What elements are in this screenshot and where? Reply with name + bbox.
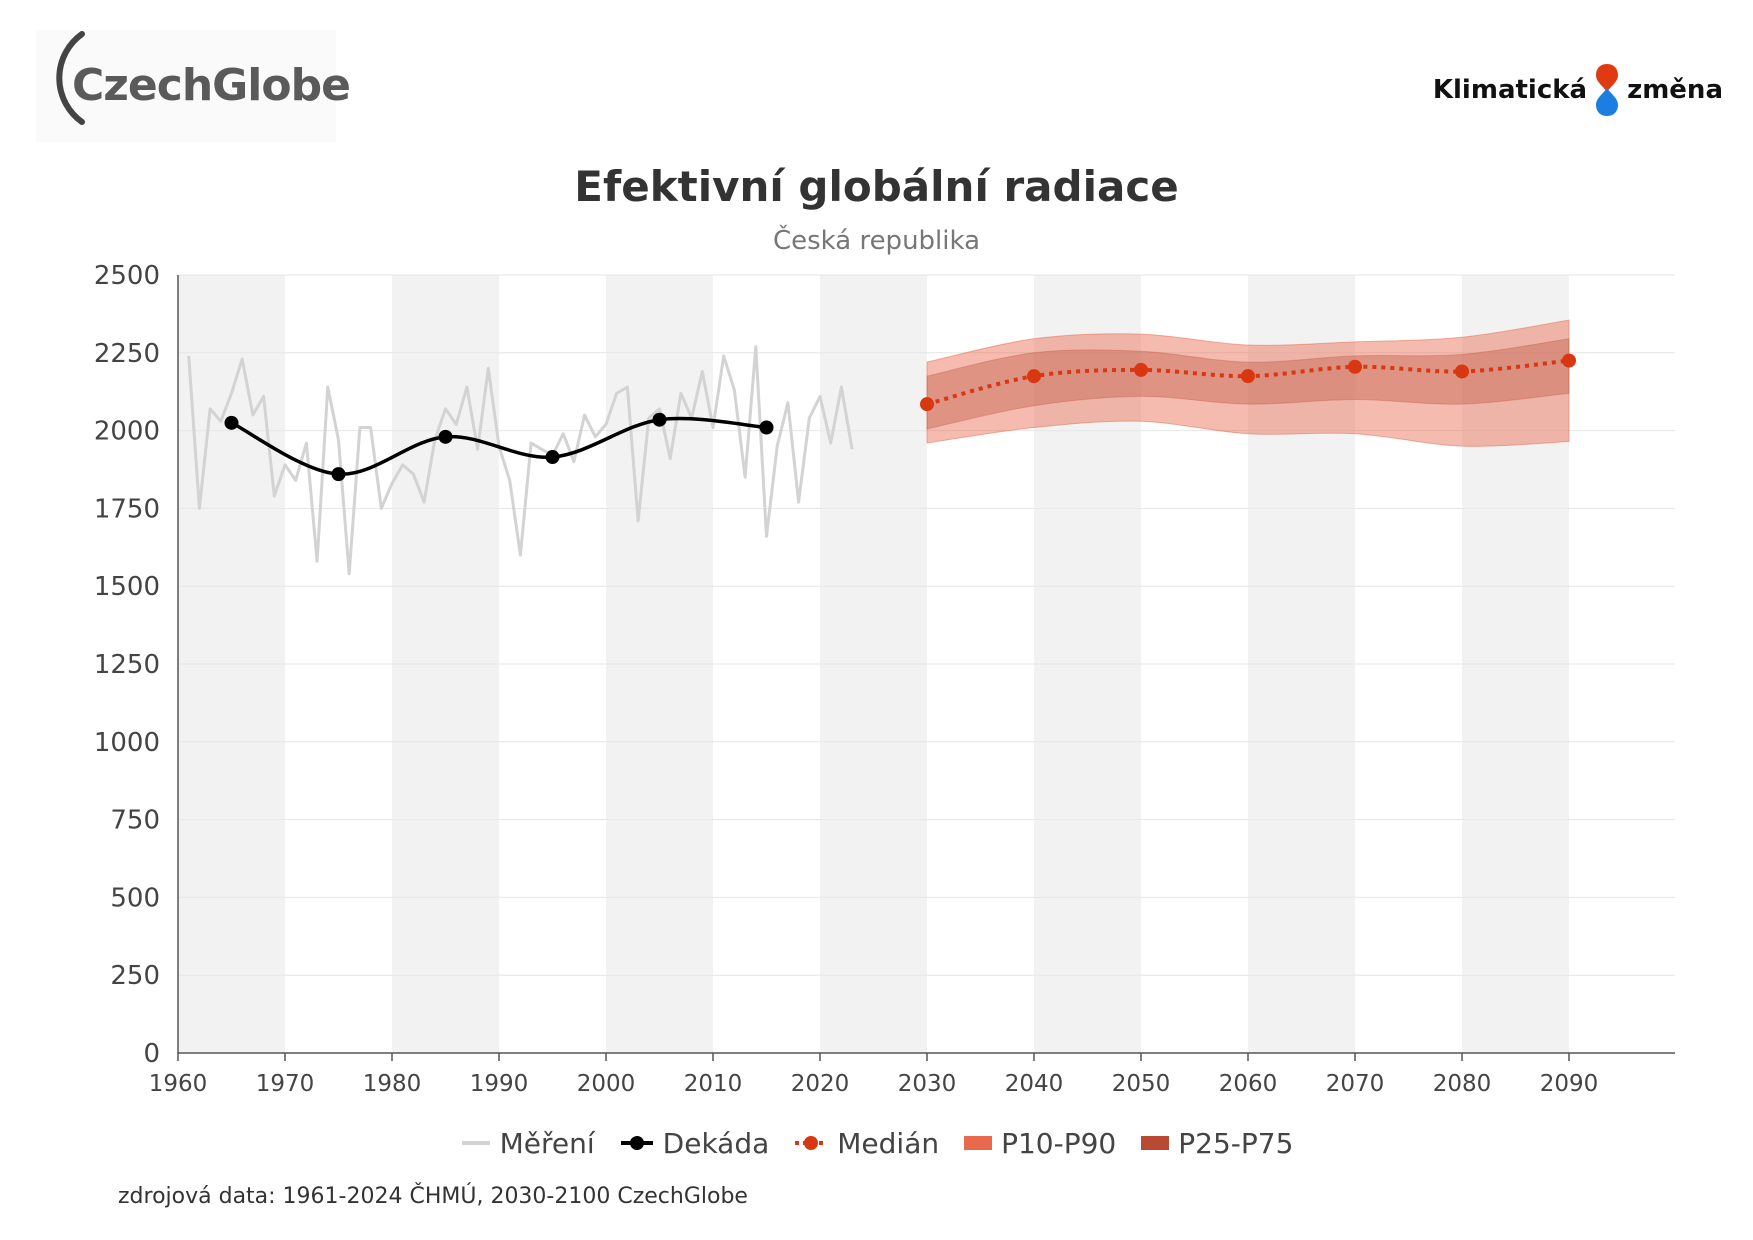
logo-word-1: Klimatická xyxy=(1432,75,1588,105)
x-tick-label: 2000 xyxy=(577,1071,636,1097)
legend-item: P25-P75 xyxy=(1140,1127,1293,1160)
x-tick-label: 2080 xyxy=(1433,1071,1492,1097)
y-tick-label: 1500 xyxy=(94,572,160,602)
legend-label: Měření xyxy=(499,1127,595,1160)
x-tick-label: 2060 xyxy=(1219,1071,1278,1097)
y-tick-label: 0 xyxy=(143,1039,160,1069)
legend-item: Měření xyxy=(460,1127,595,1160)
legend: Měření Dekáda Medián P10-P90 P25-P75 xyxy=(0,1127,1753,1160)
logo-wordmark: CzechGlobe xyxy=(72,60,351,111)
chart-subtitle: Česká republika xyxy=(772,226,981,256)
y-tick-label: 750 xyxy=(110,806,160,836)
x-tick-label: 1990 xyxy=(470,1071,529,1097)
chart-title: Efektivní globální radiace xyxy=(574,162,1179,211)
logo-arc-icon xyxy=(36,30,336,142)
x-tick-label: 2010 xyxy=(684,1071,743,1097)
legend-label: Medián xyxy=(837,1127,940,1160)
band-p10-p90 xyxy=(926,319,1570,447)
median-point xyxy=(1348,359,1362,374)
legend-label: P10-P90 xyxy=(1001,1127,1117,1160)
x-tick-label: 2050 xyxy=(1112,1071,1171,1097)
x-tick-label: 1970 xyxy=(256,1071,315,1097)
x-tick-label: 1960 xyxy=(149,1071,208,1097)
dekada-point xyxy=(331,467,346,482)
dekada-point xyxy=(545,450,560,465)
x-tick-label: 2070 xyxy=(1326,1071,1385,1097)
dekada-point xyxy=(438,429,453,444)
x-tick-label: 2030 xyxy=(898,1071,957,1097)
dekada-point xyxy=(224,415,239,430)
legend-swatch xyxy=(1140,1127,1170,1160)
drops-icon xyxy=(1595,62,1619,118)
legend-item: Dekáda xyxy=(619,1127,770,1160)
x-tick-label: 2040 xyxy=(1005,1071,1064,1097)
legend-item: Medián xyxy=(793,1127,939,1160)
median-point xyxy=(1562,353,1576,368)
median-point xyxy=(920,397,934,412)
czechglobe-logo: CzechGlobe xyxy=(36,30,351,142)
x-tick-label: 2020 xyxy=(791,1071,850,1097)
logo-word-2: změna xyxy=(1627,75,1723,105)
legend-swatch xyxy=(619,1127,655,1160)
legend-item: P10-P90 xyxy=(963,1127,1116,1160)
median-point xyxy=(1027,369,1041,384)
dekada-point xyxy=(759,420,774,435)
legend-swatch xyxy=(460,1127,492,1160)
x-tick-label: 2090 xyxy=(1540,1071,1599,1097)
source-note: zdrojová data: 1961-2024 ČHMÚ, 2030-2100… xyxy=(118,1184,748,1209)
series-mereni-line xyxy=(187,345,854,576)
y-tick-label: 250 xyxy=(110,961,160,991)
median-point xyxy=(1455,364,1469,379)
band-p25-p75 xyxy=(926,338,1570,430)
legend-label: P25-P75 xyxy=(1178,1127,1294,1160)
legend-swatch xyxy=(793,1127,829,1160)
legend-label: Dekáda xyxy=(662,1127,770,1160)
series-dekada-line xyxy=(230,416,767,476)
y-tick-label: 1000 xyxy=(94,728,160,758)
y-tick-label: 2250 xyxy=(94,339,160,369)
y-tick-label: 2500 xyxy=(94,261,160,291)
y-tick-label: 2000 xyxy=(94,417,160,447)
klimaticka-zmena-logo: Klimatická změna xyxy=(1433,62,1723,118)
median-point xyxy=(1134,362,1148,377)
median-point xyxy=(1241,369,1255,384)
x-tick-label: 1980 xyxy=(363,1071,422,1097)
legend-swatch xyxy=(963,1127,993,1160)
y-tick-label: 500 xyxy=(110,883,160,913)
y-tick-label: 1250 xyxy=(94,650,160,680)
y-tick-label: 1750 xyxy=(94,494,160,524)
dekada-point xyxy=(652,412,667,427)
